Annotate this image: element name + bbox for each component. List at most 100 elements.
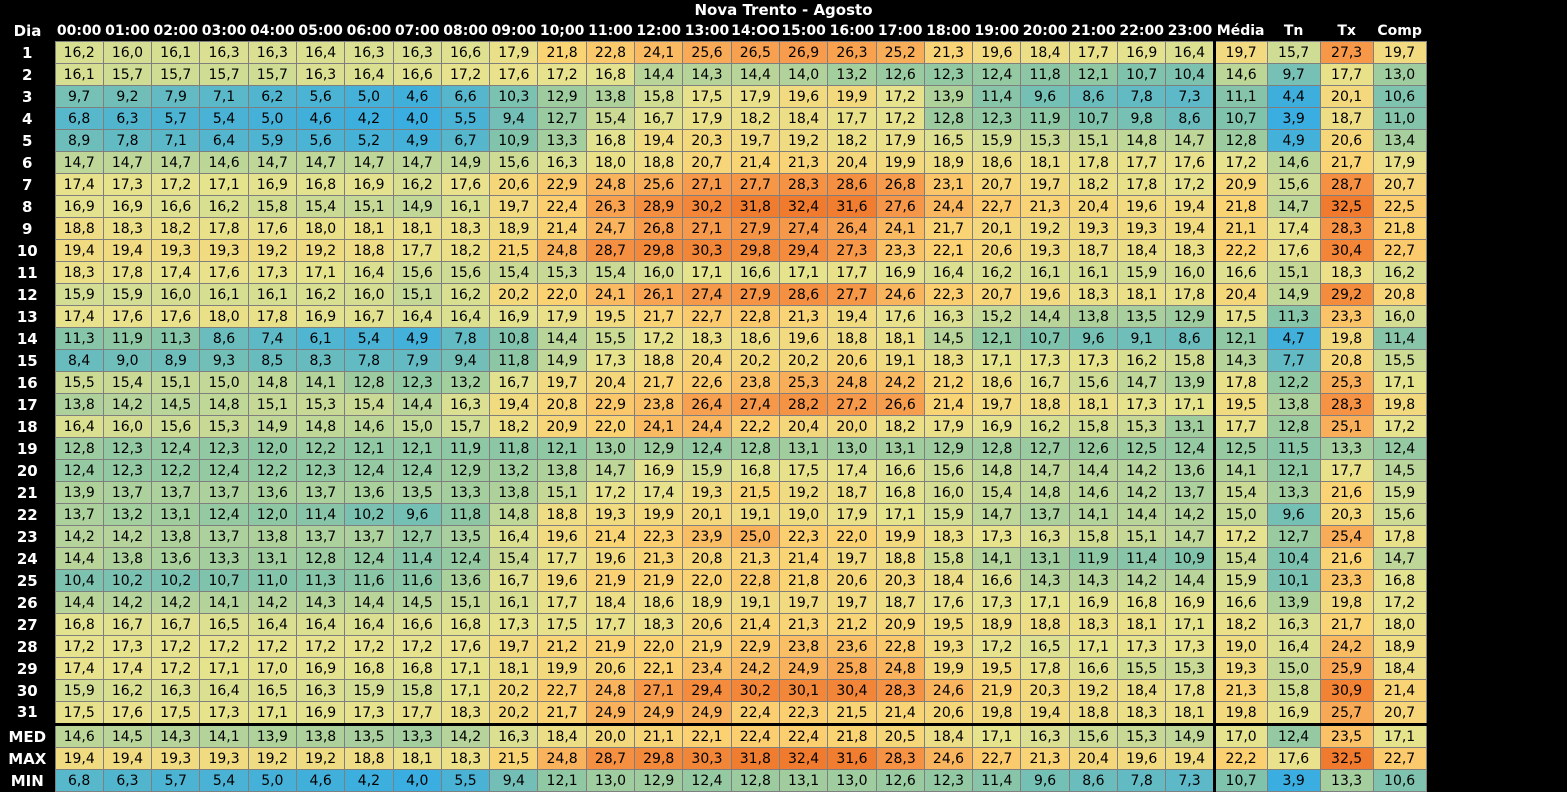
heatmap-cell: 15,7 (102, 63, 153, 86)
heatmap-cell: 14,3 (1020, 569, 1070, 592)
heatmap-cell: 15,0 (392, 415, 442, 438)
heatmap-cell: 16,9 (1266, 701, 1321, 725)
heatmap-cell: 10,4 (1165, 63, 1215, 86)
heatmap-cell: 17,1 (199, 657, 249, 680)
heatmap-cell: 22,9 (585, 393, 636, 416)
row-label: 2 (0, 63, 55, 86)
heatmap-cell: 17,0 (247, 657, 297, 680)
row-label: 21 (0, 481, 55, 504)
heatmap-cell: 12,3 (923, 63, 974, 86)
heatmap-cell: 16,1 (247, 283, 297, 306)
heatmap-cell: 20,2 (489, 283, 539, 306)
heatmap-cell: 21,9 (682, 635, 732, 658)
heatmap-cell: 14,4 (54, 547, 104, 570)
heatmap-cell: 19,6 (585, 547, 636, 570)
heatmap-cell: 6,8 (54, 769, 104, 792)
heatmap-cell: 12,4 (392, 459, 442, 482)
heatmap-cell: 16,6 (392, 63, 442, 86)
heatmap-cell: 18,3 (1068, 283, 1119, 306)
heatmap-cell: 13,8 (537, 459, 587, 482)
row-label: MIN (0, 769, 55, 792)
heatmap-cell: 17,9 (875, 129, 925, 152)
heatmap-cell: 21,4 (923, 393, 974, 416)
heatmap-cell: 26,3 (585, 195, 636, 218)
heatmap-cell: 12,4 (199, 459, 249, 482)
heatmap-cell: 15,7 (1266, 41, 1321, 64)
heatmap-cell: 30,4 (1319, 239, 1374, 262)
heatmap-cell: 12,0 (247, 437, 297, 460)
heatmap-cell: 19,3 (1068, 217, 1119, 240)
heatmap-cell: 12,7 (537, 107, 587, 130)
heatmap-cell: 5,0 (247, 107, 297, 130)
heatmap-cell: 19,7 (537, 371, 587, 394)
heatmap-cell: 12,4 (440, 547, 491, 570)
heatmap-cell: 16,3 (923, 305, 974, 328)
corner-label: Dia (0, 20, 55, 42)
heatmap-cell: 14,4 (1020, 305, 1070, 328)
heatmap-cell: 16,0 (344, 283, 394, 306)
heatmap-cell: 12,4 (682, 769, 732, 792)
heatmap-cell: 13,8 (54, 393, 104, 416)
heatmap-cell: 15,5 (54, 371, 104, 394)
heatmap-cell: 13,6 (1165, 459, 1215, 482)
heatmap-cell: 17,7 (392, 239, 442, 262)
heatmap-cell: 24,1 (875, 217, 925, 240)
heatmap-cell: 21,5 (489, 239, 539, 262)
heatmap-cell: 16,9 (1117, 41, 1167, 64)
heatmap-cell: 11,3 (295, 569, 346, 592)
heatmap-cell: 15,3 (1117, 723, 1167, 748)
heatmap-cell: 25,7 (1319, 701, 1374, 725)
heatmap-cell: 14,2 (1165, 503, 1215, 526)
heatmap-cell: 14,8 (1117, 129, 1167, 152)
heatmap-cell: 14,9 (1266, 283, 1321, 306)
heatmap-cell: 17,6 (440, 173, 491, 196)
heatmap-cell: 20,3 (1319, 503, 1374, 526)
heatmap-cell: 14,4 (730, 63, 780, 86)
heatmap-cell: 21,2 (537, 635, 587, 658)
heatmap-cell: 21,6 (1319, 481, 1374, 504)
heatmap-cell: 15,7 (440, 415, 491, 438)
heatmap-cell: 13,8 (1266, 393, 1321, 416)
heatmap-cell: 17,7 (537, 591, 587, 614)
heatmap-cell: 17,2 (634, 327, 684, 350)
heatmap-cell: 19,9 (634, 503, 684, 526)
heatmap-cell: 15,9 (344, 679, 394, 702)
heatmap-cell: 16,8 (392, 657, 442, 680)
heatmap-cell: 17,2 (1372, 415, 1427, 438)
table-row: 12 15,9 15,9 16,0 16,1 16,1 16,2 16,0 15,1 16,2 20… (0, 283, 1427, 306)
heatmap-cell: 16,1 (489, 591, 539, 614)
heatmap-cell: 19,7 (730, 129, 780, 152)
heatmap-cell: 16,4 (392, 305, 442, 328)
heatmap-cell: 16,7 (634, 107, 684, 130)
heatmap-cell: 13,9 (54, 481, 104, 504)
heatmap-cell: 30,2 (682, 195, 732, 218)
heatmap-cell: 5,7 (151, 107, 201, 130)
heatmap-cell: 16,0 (634, 261, 684, 284)
heatmap-cell: 16,4 (344, 63, 394, 86)
heatmap-cell: 12,4 (682, 437, 732, 460)
heatmap-cell: 18,1 (1020, 151, 1070, 174)
heatmap-cell: 14,7 (247, 151, 297, 174)
heatmap-cell: 28,3 (778, 173, 829, 196)
heatmap-cell: 8,6 (199, 327, 249, 350)
heatmap-cell: 17,2 (247, 635, 297, 658)
heatmap-cell: 25,6 (634, 173, 684, 196)
heatmap-cell: 19,4 (54, 747, 104, 770)
heatmap-cell: 16,9 (1165, 591, 1215, 614)
heatmap-cell: 17,3 (489, 613, 539, 636)
heatmap-cell: 14,4 (1068, 459, 1119, 482)
heatmap-cell: 22,9 (537, 173, 587, 196)
table-row: 19 12,8 12,3 12,4 12,3 12,0 12,2 12,1 12,1 11,9 11… (0, 437, 1427, 460)
heatmap-cell: 14,5 (392, 591, 442, 614)
heatmap-cell: 17,9 (537, 305, 587, 328)
row-label: 29 (0, 657, 55, 680)
heatmap-cell: 23,9 (682, 525, 732, 548)
row-label: 22 (0, 503, 55, 526)
heatmap-cell: 15,7 (151, 63, 201, 86)
heatmap-cell: 14,6 (1068, 481, 1119, 504)
heatmap-cell: 12,2 (247, 459, 297, 482)
heatmap-cell: 14,6 (1212, 63, 1268, 86)
heatmap-cell: 18,0 (199, 305, 249, 328)
heatmap-cell: 18,8 (344, 747, 394, 770)
heatmap-cell: 13,9 (1266, 591, 1321, 614)
